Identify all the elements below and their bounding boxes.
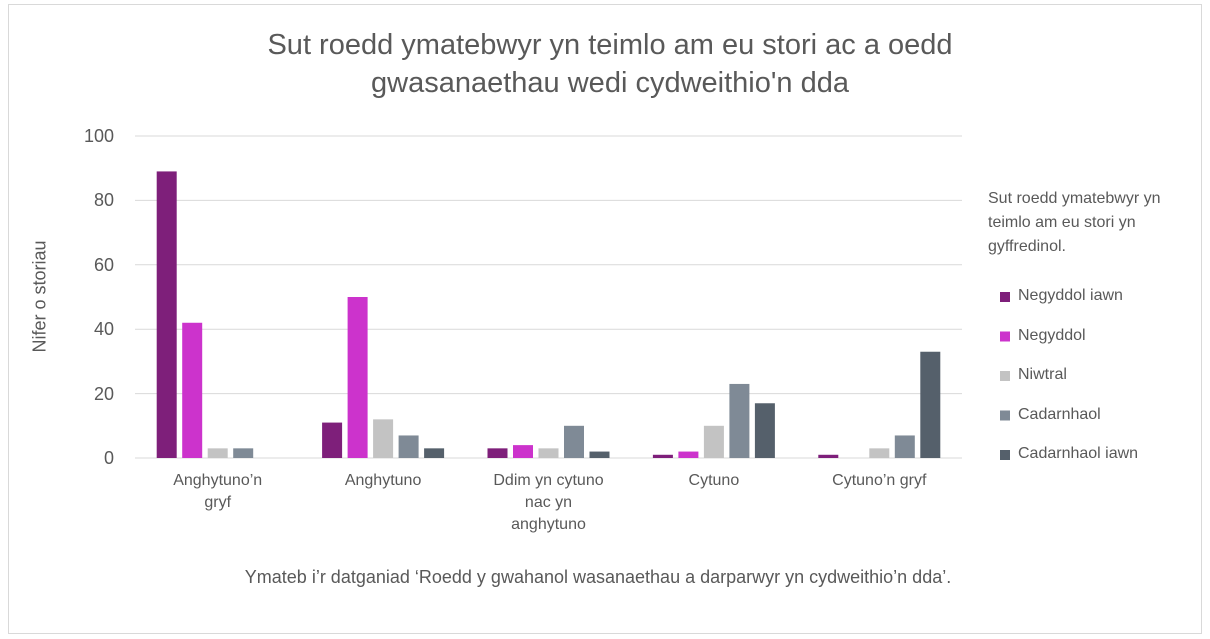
bar (424, 448, 445, 458)
legend-label: Cadarnhaol iawn (1018, 445, 1139, 462)
bar (564, 425, 584, 458)
legend-label: Niwtral (1018, 366, 1067, 383)
legend-label: Negyddol (1018, 326, 1086, 344)
y-tick-label: 0 (103, 448, 114, 468)
bar (652, 454, 673, 458)
y-tick-label: 40 (93, 319, 114, 340)
legend-swatch (1000, 292, 1010, 302)
bar (182, 322, 203, 458)
bar (538, 448, 559, 458)
bar (156, 171, 177, 459)
y-tick-label: 20 (93, 383, 114, 404)
legend-swatch (1000, 371, 1010, 381)
bar (347, 297, 368, 458)
y-tick-label: 100 (83, 126, 114, 146)
bar (869, 448, 890, 458)
bar (920, 351, 941, 458)
bar (894, 435, 915, 458)
x-tick-label: Cytuno (688, 472, 740, 489)
legend-swatch (1000, 331, 1010, 342)
bar (487, 448, 508, 458)
bar (233, 448, 254, 458)
bar (322, 422, 343, 458)
legend-swatch (1000, 410, 1010, 421)
y-tick-label: 80 (93, 190, 114, 211)
legend-swatch (1000, 450, 1010, 460)
y-tick-label: 60 (93, 254, 114, 275)
legend-label: Cadarnhaol (1018, 405, 1101, 423)
bar (589, 451, 610, 458)
bar (703, 425, 724, 458)
bar (818, 454, 839, 458)
bar (207, 448, 228, 458)
bar (678, 451, 699, 458)
x-tick-label: Anghytuno’n gryf (173, 472, 263, 511)
legend-title: Sut roedd ymatebwyr yn teimlo am eu stor… (988, 190, 1161, 255)
chart-title: Sut roedd ymatebwyr yn teimlo am eu stor… (267, 29, 953, 99)
bar (373, 419, 394, 458)
legend-label: Negyddol iawn (1018, 287, 1123, 304)
x-tick-label: Anghytuno (344, 472, 422, 489)
x-tick-label: Ddim yn cytuno nac yn anghytuno (493, 472, 604, 533)
x-axis-title: Ymateb i’r datganiad ‘Roedd y gwahanol w… (244, 567, 952, 587)
bar (513, 445, 533, 458)
x-tick-label: Cytuno’n gryf (832, 472, 927, 489)
bar (398, 435, 419, 458)
bar (729, 383, 750, 458)
bar (754, 403, 775, 458)
chart-frame (8, 4, 1202, 634)
y-axis-title: Nifer o storiau (29, 240, 50, 353)
